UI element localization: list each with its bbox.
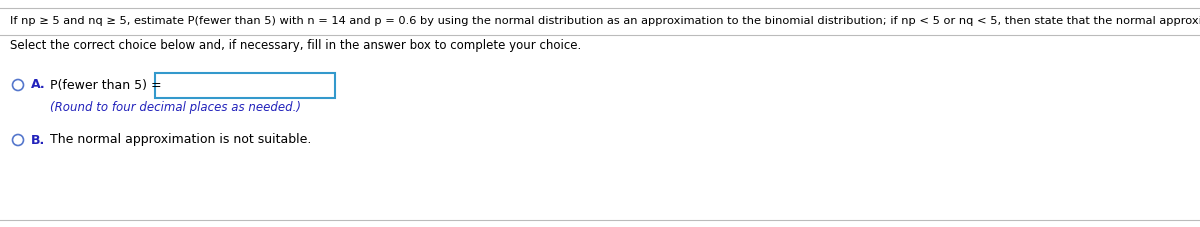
Text: A.: A. [31,79,46,91]
Text: The normal approximation is not suitable.: The normal approximation is not suitable… [50,133,311,146]
Text: Select the correct choice below and, if necessary, fill in the answer box to com: Select the correct choice below and, if … [10,39,581,52]
Text: P(fewer than 5) =: P(fewer than 5) = [50,79,162,91]
Text: B.: B. [31,133,46,146]
Text: If np ≥ 5 and nq ≥ 5, estimate P(fewer than 5) with n = 14 and p = 0.6 by using : If np ≥ 5 and nq ≥ 5, estimate P(fewer t… [10,16,1200,26]
Text: (Round to four decimal places as needed.): (Round to four decimal places as needed.… [50,101,301,114]
FancyBboxPatch shape [155,73,335,98]
